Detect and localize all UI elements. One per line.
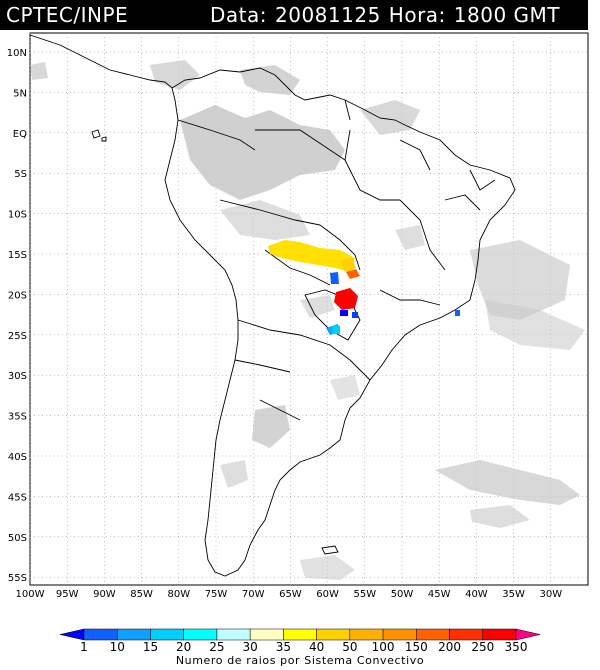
colorbar-segment — [416, 628, 450, 641]
lon-label: 60W — [316, 589, 339, 600]
colorbar-tick-label: 15 — [142, 640, 159, 654]
map: 10N5NEQ5S10S15S20S25S30S35S40S45S50S55S … — [7, 32, 589, 600]
lat-label: 15S — [8, 250, 27, 261]
lon-label: 35W — [502, 589, 525, 600]
colorbar-tick-label: 10 — [109, 640, 125, 654]
colorbar-segment — [482, 628, 517, 641]
lat-label: 5S — [14, 169, 27, 180]
agency-label: CPTEC/INPE — [6, 3, 129, 27]
lon-label: 90W — [93, 589, 116, 600]
colorbar-tick-label: 350 — [504, 640, 528, 654]
colorbar-tick-label: 20 — [176, 640, 192, 654]
colorbar-segment — [316, 628, 351, 641]
lat-labels: 10N 5N EQ 5S 10S 15S 20S 25S 30S 35S 40S 45S 50S 55S — [7, 48, 27, 584]
time-value: 1800 GMT — [453, 3, 561, 27]
lon-label: 65W — [279, 589, 302, 600]
lat-label: 25S — [8, 331, 27, 342]
colorbar-tick-label: 150 — [404, 640, 428, 654]
lon-label: 85W — [130, 589, 153, 600]
datetime-label: Data: 20081125 Hora: 1800 GMT — [210, 3, 568, 27]
colorbar-tick-label: 200 — [438, 640, 461, 654]
colorbar-tick-label: 25 — [209, 640, 225, 654]
lat-label: 10S — [8, 210, 27, 221]
lon-labels: 100W 95W 90W 85W 80W 75W 70W 65W 60W 55W 50W 45W 40W… — [16, 589, 563, 600]
colorbar-tick-label: 250 — [471, 640, 495, 654]
date-label: Data: — [210, 3, 267, 27]
colorbar-tick-label: 1 — [80, 640, 88, 654]
convective-systems — [268, 240, 460, 335]
colorbar-segment — [116, 628, 151, 641]
lat-label: 55S — [8, 573, 27, 584]
colorbar-tick-label: 50 — [342, 640, 358, 654]
lat-label: 45S — [8, 492, 27, 503]
lat-label: 10N — [7, 48, 27, 59]
lat-label: 35S — [8, 412, 27, 423]
lat-label: EQ — [13, 129, 27, 140]
lat-label: 5N — [13, 88, 27, 99]
colorbar-tick-label: 35 — [275, 640, 292, 654]
colorbar — [59, 628, 541, 641]
colorbar-tick-label: 30 — [242, 640, 258, 654]
lat-label: 50S — [8, 533, 27, 544]
lon-label: 45W — [428, 589, 451, 600]
lon-label: 30W — [539, 589, 562, 600]
colorbar-segment — [150, 628, 184, 641]
title-bar: CPTEC/INPE Data: 20081125 Hora: 1800 GMT — [0, 0, 588, 30]
colorbar-labels: 1 10 15 20 25 30 35 40 50 100 150 200 250 350 — [0, 640, 600, 654]
colorbar-segment — [449, 628, 484, 641]
lon-label: 70W — [242, 589, 265, 600]
coastlines — [29, 34, 516, 577]
colorbar-segment — [283, 628, 317, 641]
colorbar-segment — [249, 628, 284, 641]
lat-lon-grid — [29, 33, 588, 585]
lat-label: 20S — [8, 290, 27, 301]
colorbar-segment — [382, 628, 417, 641]
colorbar-segment — [83, 628, 118, 641]
lon-label: 55W — [353, 589, 376, 600]
colorbar-segment — [216, 628, 251, 641]
colorbar-tick-label: 100 — [371, 640, 395, 654]
lat-label: 30S — [8, 371, 27, 382]
lon-label: 80W — [167, 589, 190, 600]
colorbar-segment — [183, 628, 218, 641]
colorbar-title: Numero de raios por Sistema Convectivo — [175, 654, 425, 667]
lon-label: 75W — [205, 589, 228, 600]
date-value: 20081125 — [275, 3, 381, 27]
colorbar-segment — [59, 628, 85, 641]
colorbar-tick-label: 40 — [308, 640, 325, 654]
colorbar-segment — [349, 628, 384, 641]
lat-label: 40S — [8, 452, 27, 463]
time-label: Hora: — [388, 3, 446, 27]
cloud-cover — [30, 60, 585, 580]
lon-label: 50W — [391, 589, 414, 600]
lon-label: 40W — [465, 589, 488, 600]
lon-label: 100W — [16, 589, 45, 600]
colorbar-segment — [515, 628, 541, 641]
lon-label: 95W — [56, 589, 79, 600]
